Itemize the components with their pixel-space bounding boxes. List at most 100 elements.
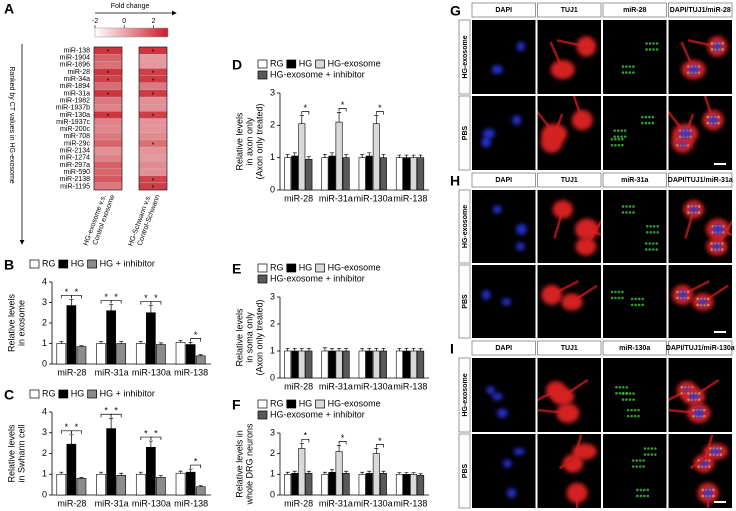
error-bar — [285, 471, 290, 475]
error-bar — [79, 477, 84, 479]
column-header: DAPI — [495, 177, 512, 184]
bar — [321, 474, 329, 496]
error-bar — [306, 156, 311, 160]
nucleus — [481, 290, 491, 300]
legend-swatch — [87, 389, 97, 399]
signal — [625, 65, 628, 68]
bar — [305, 472, 313, 496]
significance-bracket — [150, 436, 162, 441]
y-tick-label: 1 — [42, 338, 47, 348]
heatmap-cell — [93, 104, 123, 112]
x-tick-label: miR-138 — [393, 193, 427, 203]
bar — [298, 350, 306, 379]
legend-swatch — [29, 389, 40, 399]
bar — [284, 157, 292, 191]
significance-star: * — [378, 436, 382, 446]
significance-star: * — [107, 114, 110, 121]
bar — [395, 474, 403, 496]
y-tick-label: 3 — [270, 291, 275, 301]
signal — [686, 296, 690, 300]
error-bar — [188, 468, 193, 473]
significance-bracket — [190, 464, 202, 469]
column-header: TUJ1 — [561, 7, 578, 14]
signal — [618, 391, 622, 395]
error-bar — [322, 471, 327, 475]
significance-bracket — [301, 438, 310, 443]
micrograph-background — [537, 20, 601, 94]
soma — [576, 36, 597, 57]
row-label-box — [458, 189, 471, 264]
signal — [676, 296, 679, 300]
signal — [686, 290, 690, 294]
signal — [651, 242, 655, 245]
signal — [652, 231, 656, 234]
signal — [706, 115, 710, 119]
micrograph-background — [603, 96, 667, 170]
error-bar — [344, 347, 349, 351]
significance-star: * — [154, 428, 158, 438]
bar — [195, 486, 206, 496]
colorbar — [94, 27, 169, 38]
bar — [417, 350, 425, 379]
bar — [66, 305, 77, 365]
bar — [298, 123, 306, 191]
signal — [631, 465, 635, 468]
soma — [541, 284, 563, 305]
y-tick-label: 2 — [270, 318, 275, 328]
signal — [719, 447, 723, 450]
signal — [616, 135, 620, 138]
error-bar — [418, 154, 423, 158]
heatmap-cell — [138, 82, 168, 91]
micrograph — [603, 190, 667, 263]
significance-star: * — [107, 78, 110, 85]
heatmap-cell — [93, 139, 123, 148]
error-bar — [404, 472, 409, 475]
significance-star: * — [194, 330, 198, 340]
heatmap-cell — [93, 118, 123, 126]
significance-bracket — [150, 301, 162, 305]
micrograph-background — [668, 20, 732, 94]
y-axis-label: Relative levels — [6, 424, 16, 483]
error-bar — [292, 152, 297, 157]
significance-bracket — [71, 295, 82, 299]
signal — [648, 42, 652, 45]
row-label: miR-708 — [64, 133, 91, 140]
signal — [626, 408, 630, 412]
signal — [628, 211, 632, 214]
signal — [645, 225, 649, 228]
legend-swatch — [257, 59, 268, 69]
signal — [687, 392, 690, 395]
micrograph — [537, 434, 601, 508]
error-bar — [299, 347, 304, 351]
heatmap-column-frame — [93, 46, 123, 191]
signal — [632, 392, 635, 395]
bar — [291, 472, 299, 496]
signal — [717, 115, 720, 119]
signal — [617, 296, 621, 300]
soma — [551, 387, 575, 406]
signal — [702, 408, 706, 412]
nucleus — [698, 298, 708, 306]
y-axis-label: Relative levels — [234, 112, 244, 171]
heatmap-cell — [93, 82, 123, 91]
x-tick-label: miR-31a — [319, 381, 353, 391]
significance-star: * — [104, 406, 108, 416]
legend-label: HG-exosome + inhibitor — [270, 273, 365, 283]
signal — [717, 121, 720, 125]
micrograph-background — [603, 434, 667, 508]
error-bar — [374, 115, 379, 124]
signal — [610, 296, 614, 300]
significance-star: * — [194, 456, 198, 466]
signal — [692, 414, 695, 418]
signal — [647, 453, 650, 456]
x-tick-label: miR-28 — [57, 498, 86, 508]
significance-star: * — [152, 49, 155, 56]
signal — [632, 71, 635, 74]
bar — [175, 472, 186, 496]
soma — [561, 293, 583, 311]
x-tick-label: miR-31a — [319, 193, 353, 203]
bar — [402, 157, 410, 191]
error-bar — [397, 472, 402, 475]
nucleus — [503, 459, 512, 468]
significance-star: * — [152, 71, 155, 78]
